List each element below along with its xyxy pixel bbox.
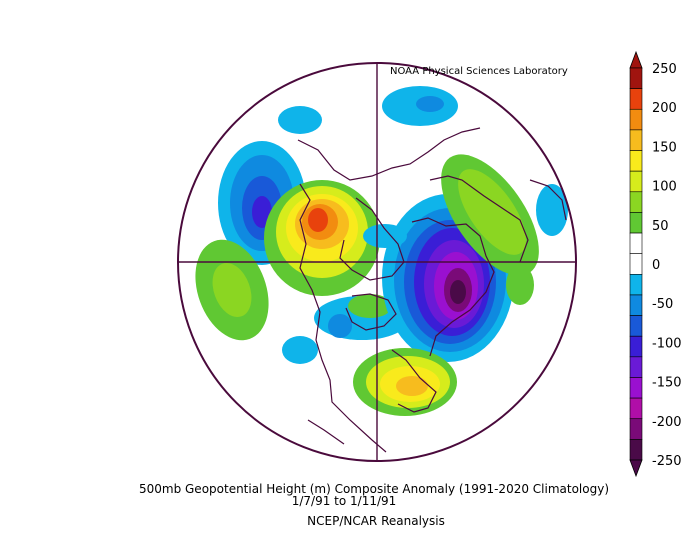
colorbar-box	[629, 191, 643, 213]
colorbar-box	[629, 294, 643, 316]
credit-text: NOAA Physical Sciences Laboratory	[390, 66, 568, 77]
colorbar-box	[629, 253, 643, 275]
colorbar-label: 200	[652, 101, 677, 116]
colorbar-label: -50	[652, 297, 673, 312]
colorbar-box	[629, 150, 643, 172]
colorbar-label: 250	[652, 62, 677, 77]
colorbar-label: 50	[652, 219, 669, 234]
colorbar-bottom-arrow	[629, 459, 643, 478]
colorbar-label: 0	[652, 258, 660, 273]
colorbar-box	[629, 418, 643, 440]
colorbar-box	[629, 108, 643, 131]
pacific-high	[195, 239, 269, 341]
colorbar-label: 100	[652, 180, 677, 195]
colorbar-box	[629, 439, 643, 461]
caption-title: 500mb Geopotential Height (m) Composite …	[138, 482, 609, 496]
anomaly-fields	[178, 63, 576, 461]
colorbar-labels: 250 200 150 100 50 0 -50 -100 -150 -200 -250	[652, 62, 682, 469]
coastlines	[297, 127, 567, 453]
caption-source: NCEP/NCAR Reanalysis	[307, 514, 445, 528]
colorbar-box	[629, 377, 643, 399]
colorbar-box	[629, 274, 643, 296]
alaska-ridge	[264, 180, 380, 296]
colorbar-box	[629, 67, 643, 89]
colorbar-label: -250	[652, 454, 682, 469]
colorbar-box	[629, 356, 643, 378]
colorbar-box	[629, 129, 643, 151]
colorbar-label: 150	[652, 140, 677, 155]
colorbar-box	[629, 212, 643, 234]
map-boundary	[177, 62, 577, 462]
colorbar-top-arrow	[629, 50, 643, 69]
colorbar-box	[629, 88, 643, 110]
colorbar-box	[629, 232, 643, 254]
colorbar-box	[629, 315, 643, 337]
colorbar: 250 200 150 100 50 0 -50 -100 -150 -200 -250	[629, 50, 682, 478]
colorbar-label: -100	[652, 336, 682, 351]
colorbar-box	[629, 335, 643, 358]
upper-minus	[278, 86, 458, 248]
european-ridge	[441, 154, 568, 305]
colorbar-box	[629, 397, 643, 420]
colorbar-box	[629, 170, 643, 193]
colorbar-boxes	[629, 50, 643, 478]
colorbar-label: -150	[652, 376, 682, 391]
eastern-us-ridge	[282, 336, 457, 416]
colorbar-label: -200	[652, 415, 682, 430]
arctic-minus	[314, 294, 410, 340]
caption-dates: 1/7/91 to 1/11/91	[291, 494, 397, 508]
